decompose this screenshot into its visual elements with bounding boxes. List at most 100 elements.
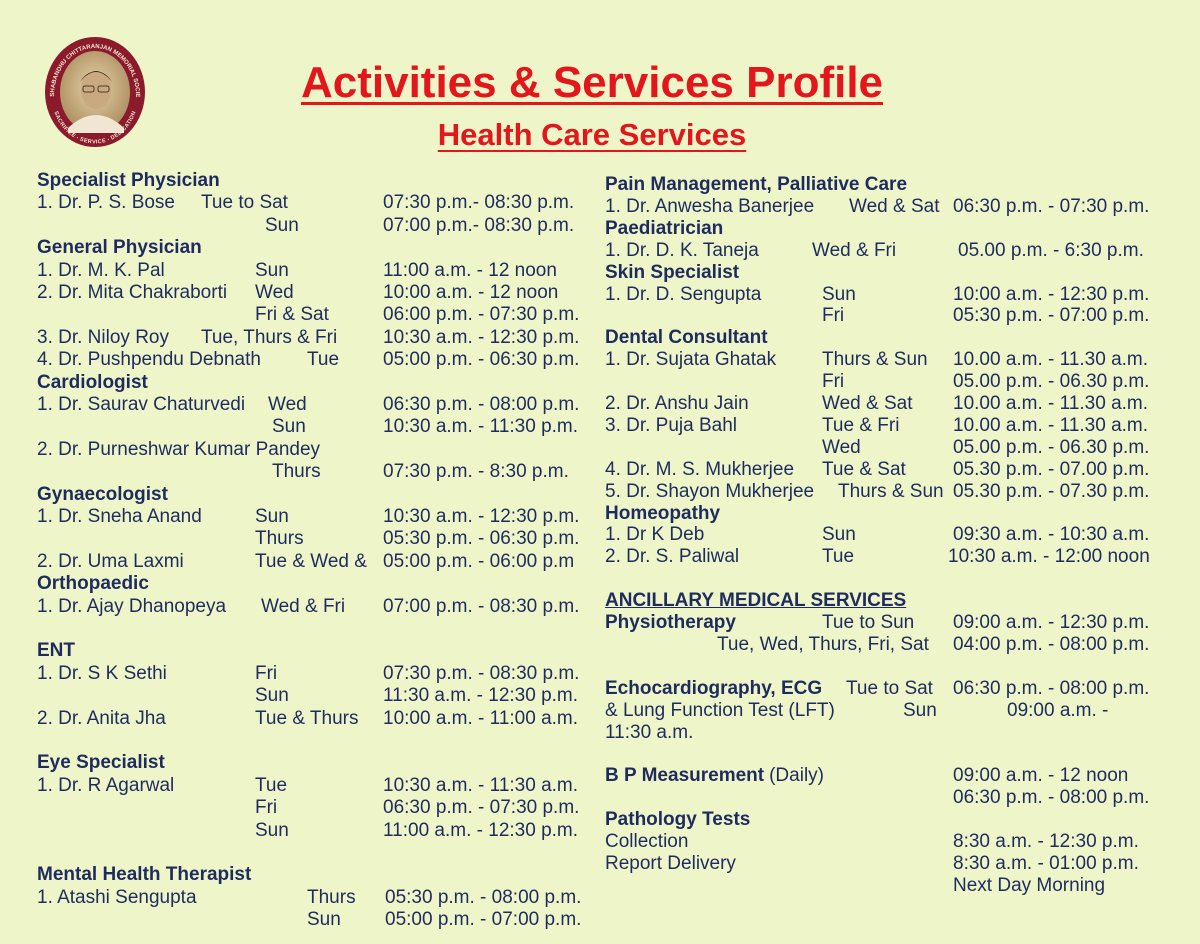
entry-days: Wed [255,282,294,303]
section-heading: Pain Management, Palliative Care [605,174,908,195]
entry-note: (Daily) [769,765,824,787]
entry-time: 09:00 a.m. - [1007,699,1109,721]
entry-name: & Lung Function Test (LFT) [605,699,835,721]
entry-name: 1. Dr. Saurav Chaturvedi [37,394,246,415]
entry-name: 2. Dr. Uma Laxmi [37,550,184,572]
entry-days: Wed & Fri [261,595,346,617]
entry-name: 1. Dr. M. K. Pal [37,259,165,281]
entry-days: Sun [255,685,289,707]
entry-name: 1. Dr. R Agarwal [37,774,175,796]
page-title: Activities & Services Profile [300,58,884,107]
entry-days: Sun [822,283,856,305]
entry-name: 3. Dr. Puja Bahl [605,414,738,436]
entry-time: 8:30 a.m. - 12:30 p.m. [953,831,1139,852]
entry-time: 10:30 a.m. - 11:30 a.m. [383,774,579,796]
entry-days: Fri & Sat [255,304,329,326]
entry-time: 10:30 a.m. - 12:00 noon [948,546,1150,568]
entry-name: 4. Dr. M. S. Mukherjee [605,458,795,480]
entry-name: 1. Dr. Sujata Ghatak [605,349,777,371]
entry-time: 10:00 a.m. - 11:00 a.m. [383,707,579,729]
entry-days: Sun [255,819,289,841]
entry-time: 07:30 p.m. - 08:30 p.m. [383,662,580,684]
entry-days: Thurs [307,886,356,908]
entry-time: 11:00 a.m. - 12:30 p.m. [383,819,579,841]
entry-name: 1. Atashi Sengupta [37,886,197,908]
section-heading: Homeopathy [605,502,721,524]
entry-time: 05.00 p.m. - 6:30 p.m. [958,239,1144,261]
entry-days: Tue & Fri [822,414,900,436]
entry-days: Wed & Sat [849,195,940,217]
section-heading: Orthopaedic [37,573,149,595]
entry-time: 10:00 a.m. - 12 noon [383,282,559,303]
entry-time: 06:30 p.m. - 08:00 p.m. [383,394,580,415]
entry-days: Sun [903,699,937,721]
entry-name: 1. Dr. Ajay Dhanopeya [37,595,227,617]
entry-time: 07:00 p.m.- 08:30 p.m. [383,214,575,236]
entry-time: 05.30 p.m. - 07.30 p.m. [953,480,1150,502]
entry-time: 04:00 p.m. - 08:00 p.m. [953,633,1150,655]
entry-time: 10.00 a.m. - 11.30 a.m. [953,414,1149,436]
entry-time: 05:30 p.m. - 06:30 p.m. [383,528,580,550]
entry-time: Next Day Morning [953,874,1106,896]
entry-days: Sun [307,909,341,931]
entry-name: 2. Dr. Anita Jha [37,707,166,729]
entry-days: Sun [255,259,289,281]
entry-days: Thurs & Sun [822,349,928,371]
entry-time: 10.00 a.m. - 11.30 a.m. [953,393,1149,414]
entry-name: Report Delivery [605,852,736,874]
entry-time: 05:30 p.m. - 08:00 p.m. [385,886,582,908]
section-heading: General Physician [37,237,202,259]
entry-name: 11:30 a.m. [605,721,694,743]
entry-time: 07:30 p.m.- 08:30 p.m. [383,192,575,214]
entry-time: 10.00 a.m. - 11.30 a.m. [953,349,1149,371]
entry-days: Tue to Sun [822,612,915,633]
entry-time: 11:00 a.m. - 12 noon [383,259,557,281]
entry-name: 2. Dr. S. Paliwal [605,546,740,568]
entry-time: 10:00 a.m. - 12:30 p.m. [953,283,1150,305]
entry-name: 1. Dr. D. K. Taneja [605,239,759,261]
entry-time: 06:30 p.m. - 07:30 p.m. [953,195,1150,217]
entry-days: Sun [255,506,289,527]
entry-time: 05:30 p.m. - 07:00 p.m. [953,305,1150,327]
entry-time: 06:30 p.m. - 08:00 p.m. [953,787,1150,809]
section-heading: Gynaecologist [37,483,168,505]
schedule-row: B P Measurement (Daily) 09:00 a.m. - 12 no… [605,765,1128,787]
entry-days: Sun [272,416,306,438]
entry-time: 10:30 a.m. - 11:30 p.m. [383,416,579,438]
section-heading: Cardiologist [37,371,148,393]
entry-name: 1. Dr. Sneha Anand [37,506,202,527]
entry-name: 1. Dr. S K Sethi [37,662,167,684]
entry-days: Wed & Fri [812,239,897,261]
entry-time: 05.30 p.m. - 07.00 p.m. [953,458,1150,480]
entry-name: 2. Dr. Anshu Jain [605,393,749,414]
entry-time: 07:30 p.m. - 8:30 p.m. [383,461,569,483]
entry-days: Thurs [272,461,321,483]
section-heading: Pathology Tests [605,809,751,831]
entry-days: Sun [265,214,299,236]
service-name: B P Measurement [605,765,765,787]
entry-days: Wed [822,436,861,458]
entry-name: 1. Dr K Deb [605,524,705,546]
entry-days: Tue & Thurs [255,707,359,729]
entry-time: 10:30 a.m. - 12:30 p.m. [383,326,580,348]
entry-time: 10:30 a.m. - 12:30 p.m. [383,506,580,527]
entry-days: Fri [822,371,845,393]
entry-days: Fri [255,662,278,684]
entry-name: 1. Dr. P. S. Bose [37,192,176,214]
entry-name: 2. Dr. Mita Chakraborti [37,282,228,303]
entry-time: 09:00 a.m. - 12 noon [953,765,1129,787]
section-heading: Paediatrician [605,217,724,239]
entry-time: 09:30 a.m. - 10:30 a.m. [953,524,1150,546]
section-heading: Specialist Physician [37,170,220,191]
entry-days: Thurs [255,528,304,550]
entry-time: 8:30 a.m. - 01:00 p.m. [953,852,1139,874]
entry-days: Tue to Sat [846,677,933,699]
entry-days: Tue & Sat [822,458,906,480]
page-subtitle: Health Care Services [437,117,747,152]
entry-days: Wed & Sat [822,393,913,414]
society-logo: DESHABANDHU CHITTARANJAN MEMORIAL SOCIET… [44,36,145,147]
section-heading: Eye Specialist [37,752,165,774]
entry-name: 5. Dr. Shayon Mukherjee [605,480,815,502]
section-heading: Mental Health Therapist [37,864,252,886]
entry-time: 11:30 a.m. - 12:30 p.m. [383,685,579,707]
